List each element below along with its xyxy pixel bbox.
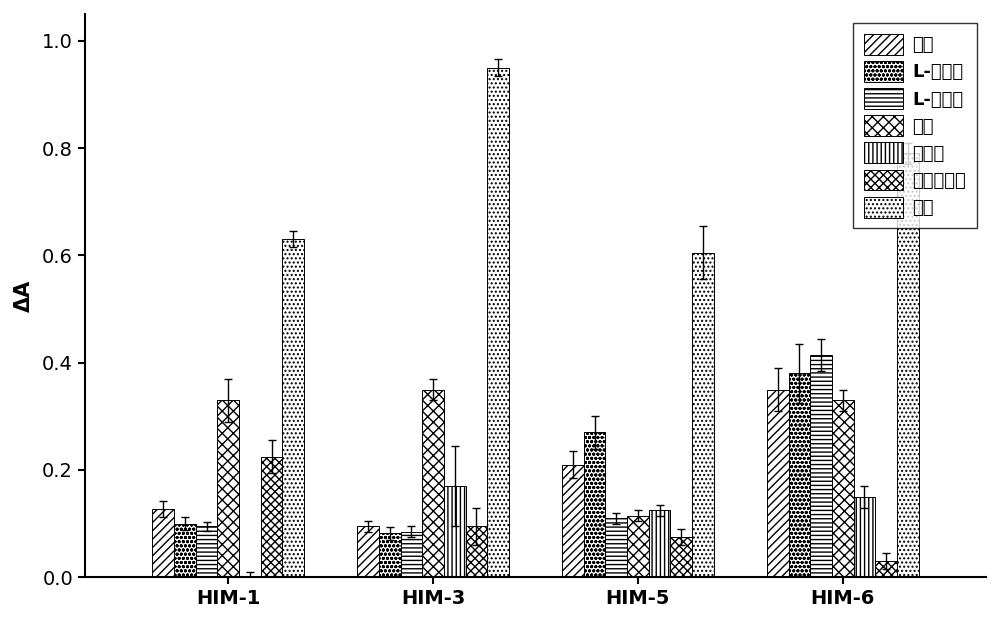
Bar bbox=[217, 400, 239, 577]
Bar bbox=[466, 526, 487, 577]
Bar bbox=[357, 526, 379, 577]
Bar bbox=[854, 497, 875, 577]
Bar bbox=[692, 253, 714, 577]
Bar bbox=[282, 239, 304, 577]
Bar bbox=[422, 389, 444, 577]
Bar bbox=[605, 518, 627, 577]
Bar bbox=[444, 486, 466, 577]
Bar bbox=[261, 457, 282, 577]
Y-axis label: ΔA: ΔA bbox=[14, 279, 34, 312]
Bar bbox=[789, 373, 810, 577]
Legend: 色胺, L-组氨酸, L-色氨酸, 酯胺, 苯乙胺, 盐酸多巴胺, 组胺: 色胺, L-组氨酸, L-色氨酸, 酯胺, 苯乙胺, 盐酸多巴胺, 组胺 bbox=[853, 23, 977, 228]
Bar bbox=[767, 389, 789, 577]
Bar bbox=[584, 432, 605, 577]
Bar bbox=[875, 561, 897, 577]
Bar bbox=[810, 355, 832, 577]
Bar bbox=[152, 509, 174, 577]
Bar bbox=[897, 154, 919, 577]
Bar bbox=[562, 465, 584, 577]
Bar bbox=[379, 533, 401, 577]
Bar bbox=[401, 532, 422, 577]
Bar bbox=[670, 537, 692, 577]
Bar bbox=[174, 524, 196, 577]
Bar bbox=[627, 516, 649, 577]
Bar bbox=[832, 400, 854, 577]
Bar bbox=[487, 68, 509, 577]
Bar bbox=[649, 510, 670, 577]
Bar bbox=[196, 526, 217, 577]
